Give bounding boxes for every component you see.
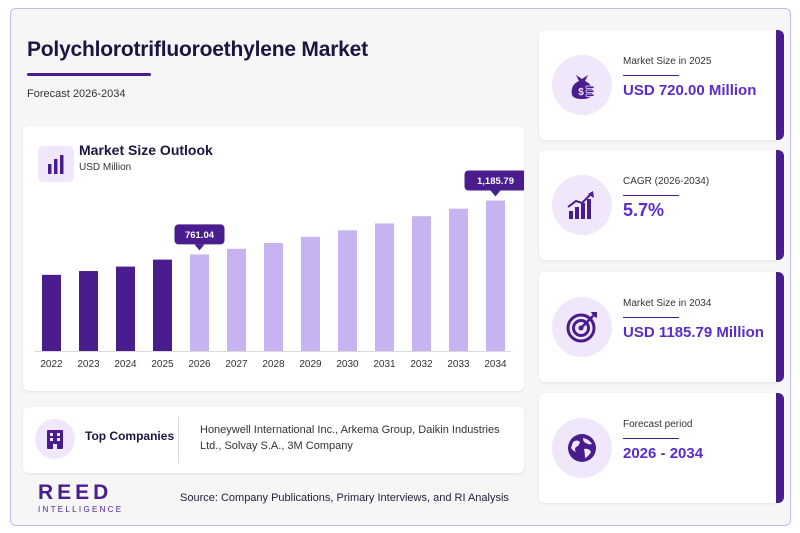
- data-label: 761.04: [185, 230, 215, 241]
- bar-2029: [301, 236, 320, 351]
- stat-divider: [623, 75, 679, 76]
- page-subtitle: Forecast 2026-2034: [27, 88, 126, 100]
- stat-label: Market Size in 2034: [623, 298, 712, 309]
- divider: [178, 417, 179, 463]
- stat-value: USD 720.00 Million: [623, 82, 757, 99]
- stat-divider: [623, 438, 679, 439]
- logo-wordmark: REED: [38, 481, 113, 504]
- chart-title: Market Size Outlook: [79, 142, 213, 158]
- bar-2023: [79, 271, 98, 351]
- x-tick-label: 2031: [373, 359, 396, 370]
- top-companies-card: Top Companies Honeywell International In…: [23, 407, 524, 473]
- bar-2033: [449, 208, 468, 351]
- stat-label: CAGR (2026-2034): [623, 176, 710, 187]
- building-icon: [35, 419, 75, 459]
- bar-2032: [412, 216, 431, 351]
- bar-2028: [264, 242, 283, 351]
- bar-2034: [486, 200, 505, 351]
- svg-text:$: $: [578, 87, 584, 98]
- stat-label: Market Size in 2025: [623, 56, 712, 67]
- bar-chart-icon: [38, 146, 74, 182]
- x-tick-label: 2025: [151, 359, 174, 370]
- bar-2027: [227, 248, 246, 351]
- top-companies-label: Top Companies: [85, 429, 175, 443]
- bar-2031: [375, 223, 394, 351]
- bar-2024: [116, 266, 135, 351]
- x-tick-label: 2026: [188, 359, 211, 370]
- data-label-callout: 1,185.79: [464, 170, 524, 197]
- chart-unit: USD Million: [79, 162, 132, 173]
- x-tick-label: 2028: [262, 359, 285, 370]
- x-tick-label: 2034: [484, 359, 507, 370]
- stat-divider: [623, 317, 679, 318]
- page-title: Polychlorotrifluoroethylene Market: [27, 38, 368, 61]
- stat-value: USD 1185.79 Million: [623, 324, 764, 341]
- x-tick-label: 2033: [447, 359, 470, 370]
- x-tick-label: 2027: [225, 359, 248, 370]
- stat-card-market-size-2025: $ Market Size in 2025 USD 720.00 Million: [539, 30, 784, 140]
- stat-value: 5.7%: [623, 200, 665, 220]
- bar-chart: 2022 2023 2024 2025 2026 2027 2028 2029 2030 2031…: [35, 170, 524, 370]
- stat-label: Forecast period: [623, 419, 693, 430]
- bar-2030: [338, 230, 357, 351]
- title-underline: [27, 73, 151, 76]
- x-tick-label: 2023: [77, 359, 100, 370]
- bar-2022: [42, 274, 61, 351]
- x-tick-label: 2024: [114, 359, 137, 370]
- stat-card-cagr: CAGR (2026-2034) 5.7%: [539, 150, 784, 260]
- logo-subtext: INTELLIGENCE: [38, 505, 124, 514]
- growth-chart-icon: [552, 175, 612, 235]
- top-companies-list: Honeywell International Inc., Arkema Gro…: [200, 424, 500, 452]
- bar-2025: [153, 259, 172, 351]
- x-tick-label: 2032: [410, 359, 433, 370]
- stat-card-market-size-2034: Market Size in 2034 USD 1185.79 Million: [539, 272, 784, 382]
- x-tick-label: 2029: [299, 359, 322, 370]
- stat-value: 2026 - 2034: [623, 445, 704, 462]
- money-bag-icon: $: [552, 55, 612, 115]
- x-tick-label: 2030: [336, 359, 359, 370]
- data-label-callout: 761.04: [174, 224, 225, 251]
- stat-divider: [623, 195, 679, 196]
- reed-intelligence-logo: REED INTELLIGENCE: [38, 481, 124, 515]
- source-note: Source: Company Publications, Primary In…: [180, 492, 509, 504]
- target-icon: [552, 297, 612, 357]
- x-tick-label: 2022: [40, 359, 63, 370]
- stat-card-forecast-period: Forecast period 2026 - 2034: [539, 393, 784, 503]
- chart-card: Market Size Outlook USD Million 2022 2023…: [23, 126, 524, 391]
- bar-2026: [190, 254, 209, 351]
- data-label: 1,185.79: [477, 176, 514, 187]
- globe-icon: [552, 418, 612, 478]
